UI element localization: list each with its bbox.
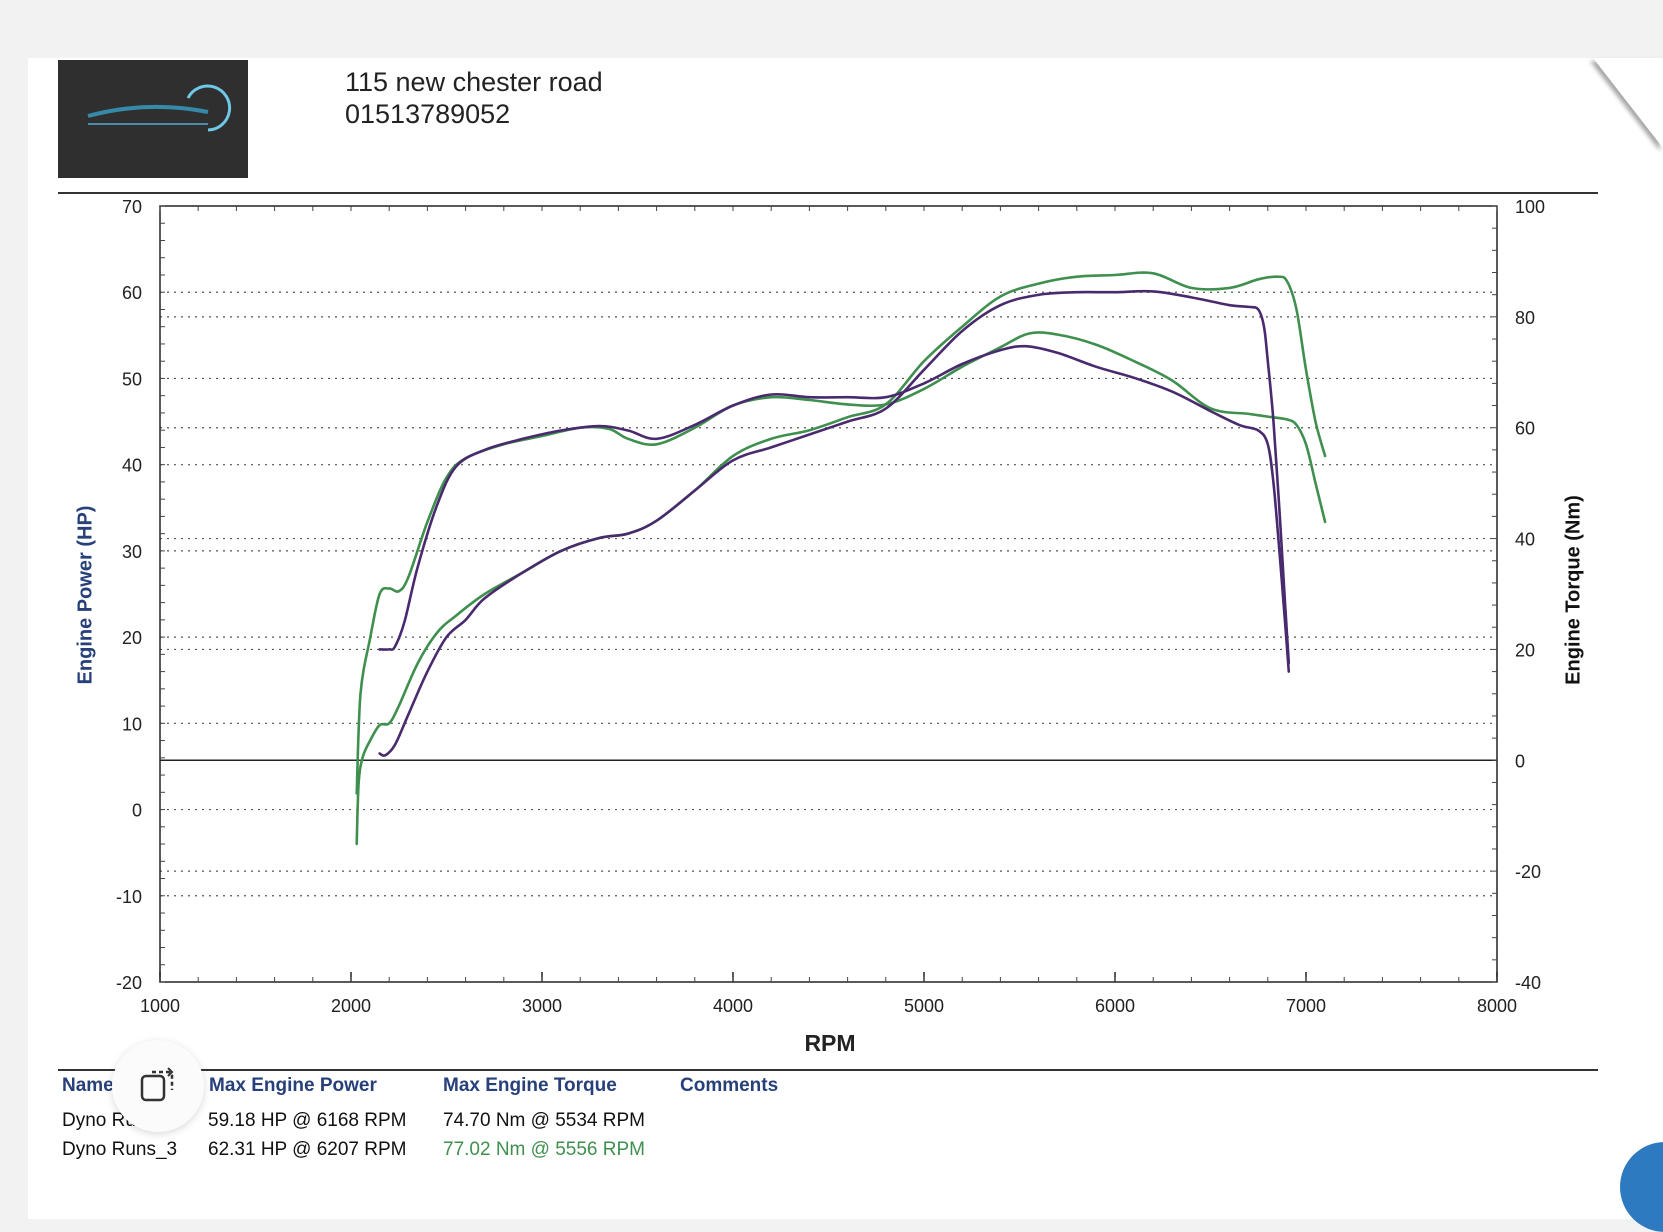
- col-header-name: Name: [62, 1075, 114, 1096]
- x-tick-label: 3000: [522, 996, 562, 1016]
- y2-tick-label: 20: [1515, 640, 1535, 660]
- address-line-1: 115 new chester road: [345, 67, 603, 97]
- col-header-max-torque: Max Engine Torque: [443, 1075, 617, 1096]
- y-tick-label: -20: [116, 973, 142, 993]
- x-tick-label: 6000: [1095, 996, 1135, 1016]
- plot-frame: [159, 205, 1498, 983]
- x-tick-label: 2000: [331, 996, 371, 1016]
- workshop-address: 115 new chester road 01513789052: [345, 66, 603, 130]
- brand-logo: [58, 60, 248, 178]
- x-tick-label: 4000: [713, 996, 753, 1016]
- y2-tick-label: -40: [1515, 973, 1541, 993]
- page-corner-fold: [1593, 58, 1663, 148]
- y-tick-label: 50: [122, 369, 142, 389]
- y2-tick-label: 60: [1515, 419, 1535, 439]
- y2-axis-title: Engine Torque (Nm): [1562, 495, 1585, 685]
- series-line-dyno-runs-4-torque: [378, 344, 1291, 673]
- x-tick-label: 7000: [1286, 996, 1326, 1016]
- row-run3-torque: 77.02 Nm @ 5556 RPM: [443, 1139, 645, 1160]
- x-tick-label: 5000: [904, 996, 944, 1016]
- col-header-max-power: Max Engine Power: [209, 1075, 377, 1096]
- y-tick-label: -10: [116, 887, 142, 907]
- y2-tick-label: 40: [1515, 530, 1535, 550]
- y-tick-label: 0: [132, 801, 142, 821]
- dyno-sheet: [28, 58, 1663, 1219]
- y-tick-label: 20: [122, 628, 142, 648]
- x-tick-label: 1000: [140, 996, 180, 1016]
- y-tick-label: 40: [122, 456, 142, 476]
- series-line-dyno-runs-3-power: [355, 271, 1327, 846]
- col-header-comments: Comments: [680, 1075, 779, 1096]
- phone-number: 01513789052: [345, 99, 511, 129]
- series-line-dyno-runs-4-power: [378, 289, 1291, 757]
- y-tick-label: 30: [122, 542, 142, 562]
- row-run4-power: 59.18 HP @ 6168 RPM: [208, 1110, 407, 1131]
- y2-tick-label: -20: [1515, 862, 1541, 882]
- logo-graphic: [87, 84, 232, 132]
- y2-tick-label: 80: [1515, 308, 1535, 328]
- x-axis-title: RPM: [804, 1030, 856, 1056]
- x-tick-label: 8000: [1477, 996, 1517, 1016]
- y-tick-label: 10: [122, 714, 142, 734]
- y-tick-label: 70: [122, 197, 142, 217]
- row-run4-torque: 74.70 Nm @ 5534 RPM: [443, 1110, 645, 1131]
- copy-button[interactable]: [112, 1040, 204, 1132]
- copy-icon: [140, 1067, 174, 1102]
- y-tick-label: 60: [122, 283, 142, 303]
- series-line-dyno-runs-3-torque: [355, 331, 1327, 795]
- row-run3-power: 62.31 HP @ 6207 RPM: [208, 1139, 407, 1160]
- y-axis-title: Engine Power (HP): [74, 505, 97, 685]
- y2-tick-label: 100: [1515, 197, 1545, 217]
- row-run3-name: Dyno Runs_3: [62, 1139, 178, 1160]
- y2-tick-label: 0: [1515, 751, 1525, 771]
